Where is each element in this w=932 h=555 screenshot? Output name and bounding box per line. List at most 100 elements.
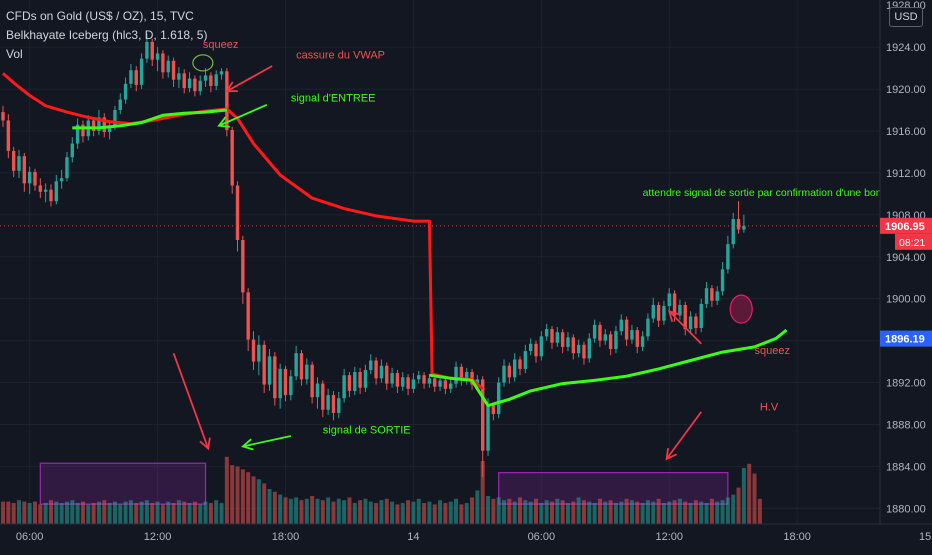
candle-body <box>694 316 698 329</box>
volume-bar <box>331 501 336 524</box>
price-tick-label: 1900.00 <box>886 294 926 306</box>
candle-body <box>17 156 21 171</box>
candle-body <box>592 324 597 339</box>
annotation-text: attendre signal de sortie par confirmati… <box>643 187 894 199</box>
volume-bar <box>384 498 389 524</box>
candle-body <box>209 75 213 86</box>
annotation-text: signal d'ENTREE <box>291 92 376 104</box>
time-tick-label: 18:00 <box>272 531 300 543</box>
volume-bar <box>118 504 123 524</box>
candle-body <box>395 373 400 387</box>
candle-body <box>171 60 176 80</box>
candle-body <box>107 125 112 133</box>
volume-bar <box>619 501 624 524</box>
candle-body <box>496 382 501 414</box>
volume-bar <box>368 501 373 524</box>
current-price-tag <box>880 217 932 234</box>
candle-body <box>315 383 320 398</box>
volume-bar <box>454 498 459 524</box>
volume-bar <box>16 500 21 524</box>
volume-bar <box>651 501 656 524</box>
volume-bar <box>166 501 171 524</box>
candle-body <box>358 372 362 388</box>
volume-bar <box>528 501 533 524</box>
volume-bar <box>256 479 261 524</box>
current-price-value: 1906.95 <box>885 221 925 233</box>
volume-bar <box>155 501 160 524</box>
candle-body <box>438 380 442 387</box>
candle-body <box>113 110 117 126</box>
candle-body <box>22 156 27 184</box>
candle-body <box>161 53 165 73</box>
volume-bar <box>187 503 192 524</box>
volume-bar <box>80 501 85 524</box>
candle-body <box>49 189 53 202</box>
volume-bar <box>523 500 528 524</box>
volume-bar <box>139 501 144 524</box>
candle-body <box>512 359 517 378</box>
volume-bar <box>251 476 256 524</box>
time-tick-label: 06:00 <box>16 531 44 543</box>
time-tick-label: 18:00 <box>783 531 811 543</box>
candle-body <box>411 379 416 389</box>
volume-bar <box>752 473 757 524</box>
candle-body <box>267 356 272 385</box>
volume-bar <box>64 501 69 524</box>
volume-bar <box>560 500 565 524</box>
volume-bar <box>214 500 219 524</box>
countdown-tag <box>895 233 932 250</box>
candle-body <box>539 336 544 357</box>
volume-bar <box>48 500 53 524</box>
candle-body <box>710 288 714 301</box>
candle-body <box>321 383 325 410</box>
volume-bar <box>112 501 117 524</box>
volume-bar <box>150 503 155 524</box>
candle-body <box>715 291 719 301</box>
candle-body <box>283 368 288 396</box>
annotation-text: squeez <box>203 39 238 51</box>
candle-body <box>576 344 581 354</box>
volume-bar <box>406 500 411 524</box>
volume-bar <box>629 500 634 524</box>
candle-body <box>353 372 357 391</box>
candle-body <box>75 124 80 144</box>
candle-body <box>97 117 101 131</box>
volume-bar <box>534 498 538 524</box>
volume-bar <box>704 503 709 524</box>
candle-body <box>38 185 43 192</box>
volume-bar <box>272 491 277 524</box>
volume-bar <box>320 500 325 524</box>
candle-body <box>619 319 623 332</box>
candle-body <box>385 365 389 384</box>
volume-bar <box>443 503 448 524</box>
volume-bar <box>374 503 379 524</box>
candle-body <box>33 171 37 186</box>
volume-bar <box>512 501 517 524</box>
volume-bar <box>128 500 133 524</box>
candle-body <box>310 364 314 398</box>
currency-button[interactable]: USD <box>889 7 923 27</box>
price-tick-label: 1916.00 <box>886 126 926 138</box>
volume-bar <box>565 503 570 524</box>
candle-body <box>704 288 709 304</box>
candle-body <box>262 344 266 385</box>
arrow-head <box>225 81 238 93</box>
volume-bar <box>608 500 613 524</box>
volume-bar <box>310 496 315 524</box>
candle-body <box>528 343 533 352</box>
volume-bar <box>683 501 688 524</box>
candle-body <box>305 364 309 380</box>
price-tick-label: 1888.00 <box>886 419 926 431</box>
volume-bar <box>587 501 592 524</box>
candle-body <box>230 129 234 186</box>
candle-body <box>486 405 490 451</box>
volume-bar <box>544 500 549 524</box>
volume-bar <box>699 501 704 524</box>
candle-body <box>422 375 426 384</box>
volume-bar <box>411 501 416 524</box>
candle-body <box>571 337 576 354</box>
volume-bar <box>571 501 576 524</box>
volume-bar <box>640 503 645 524</box>
